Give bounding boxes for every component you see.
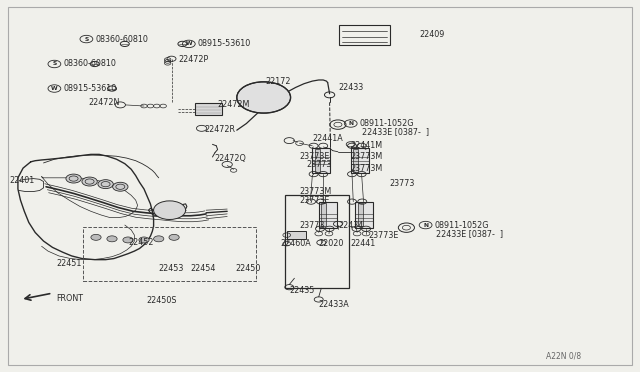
- Bar: [353, 149, 358, 172]
- Text: 23773E: 23773E: [300, 196, 330, 205]
- Circle shape: [107, 236, 117, 242]
- Text: 22435: 22435: [289, 286, 315, 295]
- Text: 22472P: 22472P: [178, 55, 208, 64]
- Text: A22N 0/8: A22N 0/8: [546, 352, 580, 361]
- Text: 22020: 22020: [319, 239, 344, 248]
- Circle shape: [139, 237, 149, 243]
- Bar: [339, 25, 390, 45]
- Text: 22460A: 22460A: [280, 239, 311, 248]
- Text: 22409: 22409: [419, 30, 445, 39]
- Text: 22401: 22401: [10, 176, 35, 185]
- Text: 22472N: 22472N: [88, 98, 120, 107]
- Circle shape: [98, 180, 113, 189]
- Text: 08360-60810: 08360-60810: [95, 35, 148, 44]
- Text: 23773: 23773: [389, 179, 415, 187]
- Text: 22441M: 22441M: [351, 141, 383, 150]
- Text: 22454: 22454: [191, 264, 216, 273]
- Text: 22450: 22450: [236, 264, 261, 273]
- Text: 22451: 22451: [56, 259, 82, 268]
- Text: 23773M: 23773M: [351, 152, 383, 161]
- Text: 22172: 22172: [266, 77, 291, 86]
- Bar: [358, 203, 363, 226]
- Text: 08911-1052G: 08911-1052G: [435, 221, 489, 230]
- Text: 22472R: 22472R: [205, 125, 236, 134]
- Bar: [312, 148, 330, 173]
- Text: 22433E [0387-  ]: 22433E [0387- ]: [362, 128, 429, 137]
- Text: W: W: [51, 86, 58, 91]
- Text: 22433E [0387-  ]: 22433E [0387- ]: [436, 229, 504, 238]
- Text: N: N: [348, 121, 353, 126]
- Text: S: S: [84, 36, 88, 42]
- Text: 22433A: 22433A: [319, 300, 349, 309]
- Text: 22472Q: 22472Q: [214, 154, 246, 163]
- Text: 23773E: 23773E: [300, 153, 330, 161]
- Bar: [319, 202, 337, 228]
- Text: 23773M: 23773M: [351, 164, 383, 173]
- Circle shape: [169, 234, 179, 240]
- Text: 23773E: 23773E: [368, 231, 398, 240]
- Bar: [195, 103, 222, 115]
- Text: S: S: [52, 61, 56, 67]
- Text: 22441: 22441: [351, 239, 376, 248]
- Text: 22452: 22452: [128, 238, 154, 247]
- Bar: [83, 227, 256, 281]
- Text: 22441A: 22441A: [312, 134, 343, 143]
- Text: 22472M: 22472M: [218, 100, 250, 109]
- Text: W: W: [186, 41, 192, 46]
- Text: N: N: [423, 222, 428, 228]
- Text: 08915-53610: 08915-53610: [63, 84, 116, 93]
- Text: 23773: 23773: [300, 221, 325, 230]
- Bar: [351, 148, 369, 173]
- Text: 22433: 22433: [338, 83, 363, 92]
- Text: 22453: 22453: [159, 264, 184, 273]
- Text: 22450S: 22450S: [146, 296, 177, 305]
- Text: 08360-60810: 08360-60810: [63, 60, 116, 68]
- Bar: [355, 202, 373, 228]
- Circle shape: [113, 182, 128, 191]
- Circle shape: [154, 236, 164, 242]
- Text: 23773M: 23773M: [300, 187, 332, 196]
- Text: FRONT: FRONT: [56, 294, 83, 303]
- Text: 08911-1052G: 08911-1052G: [360, 119, 414, 128]
- Circle shape: [154, 201, 186, 219]
- Circle shape: [123, 237, 133, 243]
- Text: 08915-53610: 08915-53610: [198, 39, 251, 48]
- Bar: [321, 203, 326, 226]
- Bar: [287, 231, 306, 239]
- Text: 23773: 23773: [306, 160, 332, 169]
- Bar: [315, 149, 320, 172]
- Circle shape: [237, 82, 291, 113]
- Text: 22434: 22434: [338, 221, 363, 230]
- Circle shape: [66, 174, 81, 183]
- Circle shape: [91, 234, 101, 240]
- Circle shape: [82, 177, 97, 186]
- Bar: [285, 195, 349, 288]
